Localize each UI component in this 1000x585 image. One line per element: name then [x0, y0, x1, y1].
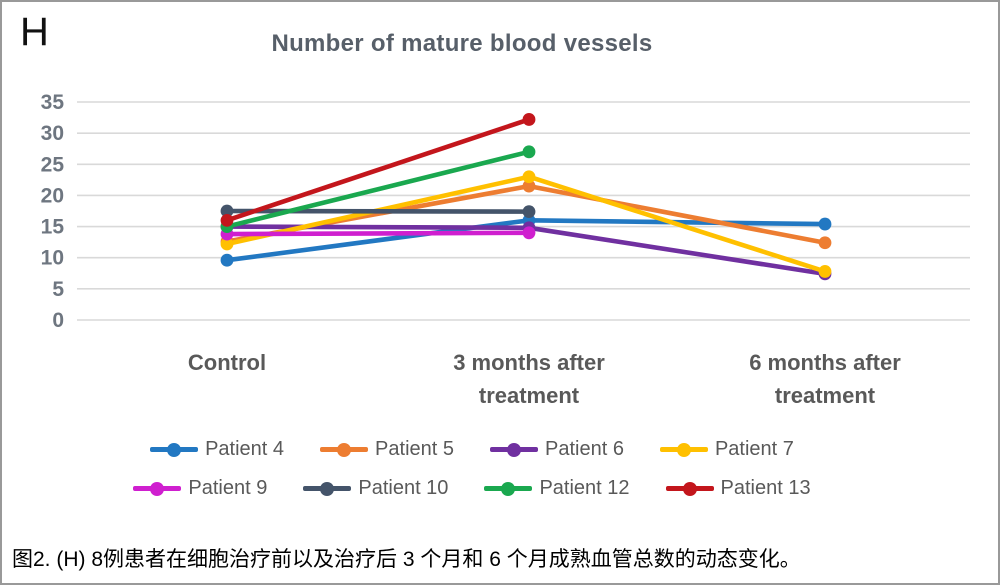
legend-line-marker-icon — [303, 481, 352, 496]
y-tick-label: 35 — [41, 91, 65, 114]
legend-item: Patient 4 — [150, 438, 284, 461]
legend-label: Patient 4 — [205, 438, 285, 460]
data-point — [522, 170, 536, 184]
legend-dot-icon — [337, 442, 352, 457]
legend-line-marker-icon — [484, 481, 533, 496]
legend-label: Patient 13 — [720, 477, 811, 499]
data-point — [220, 213, 234, 227]
legend-dot-icon — [167, 442, 182, 457]
legend-dot-icon — [150, 481, 165, 496]
legend-label: Patient 10 — [358, 477, 449, 499]
x-category-label: treatment — [479, 383, 580, 408]
legend-line-marker-icon — [150, 442, 199, 457]
chart-legend: Patient 4 Patient 5 Patient 6 Patient 7 Pati… — [32, 438, 912, 500]
series-line — [224, 149, 532, 229]
panel-label: H — [20, 10, 49, 54]
y-tick-label: 20 — [41, 184, 64, 207]
data-point — [522, 113, 536, 126]
data-point — [818, 236, 832, 250]
legend-label: Patient 12 — [539, 477, 630, 499]
data-point — [220, 204, 234, 218]
legend-line-marker-icon — [665, 481, 714, 496]
chart-title: Number of mature blood vessels — [271, 30, 653, 57]
series-line — [224, 208, 532, 214]
legend-line-marker-icon — [659, 442, 708, 457]
y-tick-label: 30 — [41, 122, 64, 145]
legend-dot-icon — [507, 442, 521, 457]
legend-dot-icon — [320, 481, 335, 496]
legend-dot-icon — [676, 442, 691, 457]
x-category-label: 6 months after — [749, 350, 901, 375]
legend-line-marker-icon — [490, 442, 538, 457]
legend-item: Patient 5 — [320, 438, 454, 461]
legend-row: Patient 9 Patient 10 Patient 12 Patient 13 — [133, 477, 811, 500]
data-point — [818, 265, 832, 278]
y-tick-label: 25 — [41, 153, 65, 176]
data-point — [818, 217, 832, 231]
y-tick-label: 0 — [52, 309, 64, 332]
legend-item: Patient 7 — [659, 438, 794, 461]
x-category-label: Control — [188, 350, 266, 375]
data-point — [522, 179, 536, 193]
data-point — [220, 253, 234, 267]
legend-dot-icon — [501, 481, 516, 496]
legend-label: Patient 6 — [545, 438, 624, 460]
data-point — [522, 205, 536, 219]
series-line — [224, 230, 532, 237]
data-point — [220, 237, 234, 251]
y-tick-label: 15 — [41, 216, 65, 239]
x-category-label: treatment — [775, 383, 876, 408]
legend-dot-icon — [682, 481, 697, 496]
legend-label: Patient 9 — [188, 477, 268, 499]
legend-line-marker-icon — [320, 442, 369, 457]
legend-row: Patient 4 Patient 5 Patient 6 Patient 7 — [150, 438, 794, 461]
legend-label: Patient 5 — [375, 438, 454, 460]
legend-item: Patient 13 — [665, 477, 811, 500]
figure-caption: 图2. (H) 8例患者在细胞治疗前以及治疗后 3 个月和 6 个月成熟血管总数… — [12, 548, 801, 571]
data-point — [522, 226, 536, 240]
legend-item: Patient 10 — [303, 477, 448, 500]
legend-item: Patient 9 — [133, 477, 267, 500]
series-line — [224, 117, 532, 223]
legend-item: Patient 6 — [490, 438, 624, 461]
legend-line-marker-icon — [133, 481, 182, 496]
y-tick-label: 5 — [52, 278, 64, 301]
chart-svg: 0 5 10 15 20 25 30 35 Control 3 months after treat… — [41, 91, 970, 408]
x-category-label: 3 months after — [453, 350, 605, 375]
data-point — [522, 145, 536, 159]
legend-item: Patient 12 — [484, 477, 630, 500]
y-tick-label: 10 — [41, 247, 64, 270]
legend-label: Patient 7 — [714, 438, 794, 460]
